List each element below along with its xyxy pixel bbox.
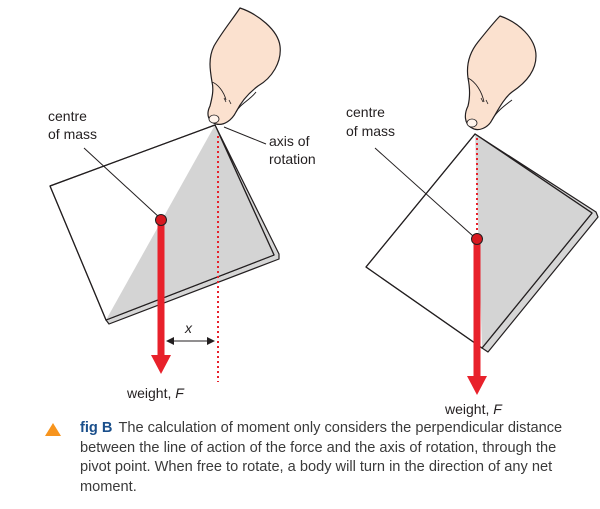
right-centre-of-mass-dot <box>471 233 483 245</box>
left-centre-of-mass-dot <box>155 214 167 226</box>
left-axis-label-line2: rotation <box>269 151 316 167</box>
moment-diagram: centre of mass axis of rotation x weight… <box>48 7 599 417</box>
left-centre-label-line2: of mass <box>48 126 97 142</box>
right-weight-label: weight, F <box>444 401 503 417</box>
caption-triangle-icon <box>45 423 61 436</box>
left-weight-label: weight, F <box>126 385 185 401</box>
caption-text: The calculation of moment only considers… <box>80 420 563 495</box>
left-diagram: centre of mass axis of rotation x weight… <box>48 7 316 401</box>
left-weight-arrow-head <box>151 355 171 374</box>
left-hand-icon <box>207 7 281 125</box>
right-shaded-region <box>475 134 592 348</box>
right-centre-label-line2: of mass <box>346 123 395 139</box>
right-diagram: centre of mass weight, F <box>346 15 599 417</box>
right-weight-arrow-head <box>467 376 487 395</box>
left-centre-pointer <box>83 147 161 219</box>
figure-caption: fig B The calculation of moment only cons… <box>80 419 590 497</box>
left-axis-pointer <box>223 126 267 145</box>
left-centre-label-line1: centre <box>48 108 87 124</box>
right-centre-label-line1: centre <box>346 104 385 120</box>
figure-label: fig B <box>80 420 113 436</box>
left-distance-label: x <box>184 320 193 336</box>
right-centre-pointer <box>374 147 474 237</box>
left-axis-label-line1: axis of <box>269 133 310 149</box>
right-hand-icon <box>464 15 537 131</box>
